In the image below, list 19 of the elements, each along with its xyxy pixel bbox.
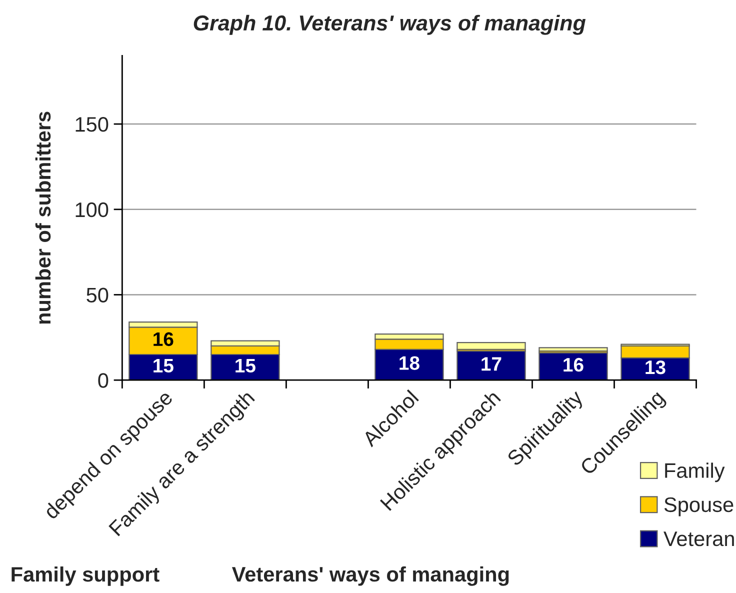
data-label: 16 (154, 332, 174, 346)
legend-label: Spouse (664, 497, 734, 516)
y-axis-title: number of submitters (35, 112, 51, 324)
text: Family support (12, 566, 160, 586)
y-tick-label: 150 (76, 117, 108, 132)
bar (538, 347, 608, 352)
chart-title: Graph 10. Veterans' ways of managing (194, 14, 586, 35)
legend-label: Family (665, 462, 725, 482)
text: Veterans' ways of managing (232, 566, 509, 586)
data-label: 16 (564, 358, 584, 372)
y-tick-label: 50 (86, 288, 108, 303)
data-label: 17 (482, 357, 502, 371)
y-tick-label: 0 (98, 373, 108, 388)
legend-label: Veteran (664, 532, 734, 546)
data-label: 18 (400, 356, 420, 370)
data-label: 15 (236, 358, 256, 373)
data-label: 13 (646, 360, 666, 374)
y-tick-label: 100 (76, 202, 108, 218)
data-label: 15 (154, 358, 174, 373)
